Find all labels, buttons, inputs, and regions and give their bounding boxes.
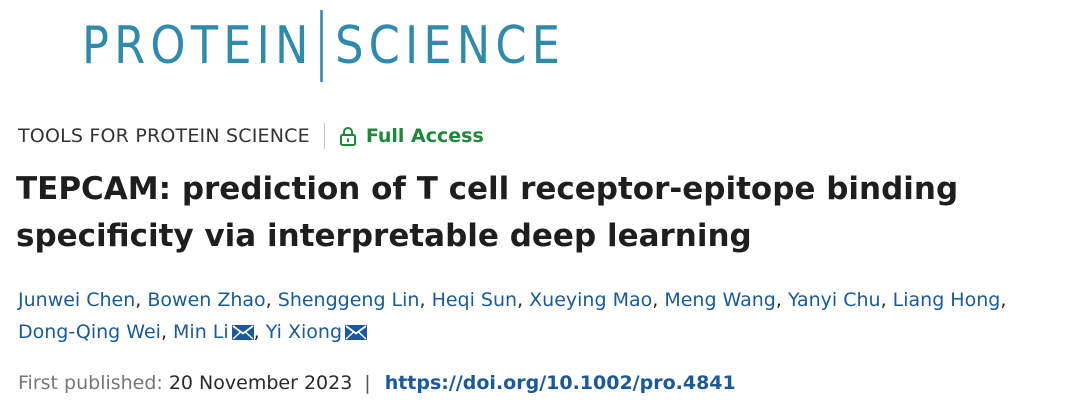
author-separator: ,: [880, 289, 893, 311]
access-label: Full Access: [365, 125, 484, 147]
author-link[interactable]: Junwei Chen: [18, 289, 136, 311]
author-link[interactable]: Heqi Sun: [431, 289, 518, 311]
author-link[interactable]: Min Li: [173, 321, 229, 343]
author-separator: ,: [265, 289, 278, 311]
author-list: Junwei Chen, Bowen Zhao, Shenggeng Lin, …: [18, 284, 1068, 348]
author-separator: ,: [135, 289, 148, 311]
doi-link[interactable]: https://doi.org/10.1002/pro.4841: [384, 372, 736, 394]
author-link[interactable]: Xueying Mao: [529, 289, 653, 311]
article-title-line-1: TEPCAM: prediction of T cell receptor-ep…: [16, 171, 959, 207]
meta-divider: [323, 123, 325, 149]
mail-icon[interactable]: [345, 325, 368, 340]
journal-name-left: PROTEIN: [82, 16, 314, 76]
access-badge: Full Access: [339, 125, 484, 147]
author-link[interactable]: Liang Hong: [892, 289, 1001, 311]
author-link[interactable]: Meng Wang: [664, 289, 776, 311]
author-link[interactable]: Yanyi Chu: [787, 289, 881, 311]
journal-logo[interactable]: PROTEIN SCIENCE: [82, 4, 565, 88]
first-published-label: First published:: [18, 372, 163, 394]
author-link[interactable]: Bowen Zhao: [147, 289, 266, 311]
mail-icon[interactable]: [231, 325, 254, 340]
author-separator: ,: [160, 321, 174, 343]
author-separator: ,: [775, 289, 788, 311]
author-link[interactable]: Shenggeng Lin: [277, 289, 420, 311]
publication-separator: |: [364, 372, 371, 394]
journal-name-right: SCIENCE: [335, 16, 566, 76]
article-title-line-2: specificity via interpretable deep learn…: [16, 218, 752, 254]
article-meta-row: TOOLS FOR PROTEIN SCIENCE Full Access: [18, 120, 484, 152]
author-separator: ,: [652, 289, 665, 311]
publication-date: 20 November 2023: [168, 372, 353, 394]
logo-divider: [320, 10, 324, 82]
publication-info: First published: 20 November 2023 | http…: [18, 368, 736, 398]
article-title: TEPCAM: prediction of T cell receptor-ep…: [16, 166, 1056, 260]
author-link[interactable]: Dong-Qing Wei: [18, 321, 161, 343]
author-separator: ,: [1000, 289, 1007, 311]
author-separator: ,: [517, 289, 530, 311]
author-separator: ,: [253, 321, 266, 343]
author-separator: ,: [419, 289, 432, 311]
lock-icon: [339, 127, 356, 146]
author-link[interactable]: Yi Xiong: [265, 321, 343, 343]
section-label[interactable]: TOOLS FOR PROTEIN SCIENCE: [18, 125, 310, 147]
